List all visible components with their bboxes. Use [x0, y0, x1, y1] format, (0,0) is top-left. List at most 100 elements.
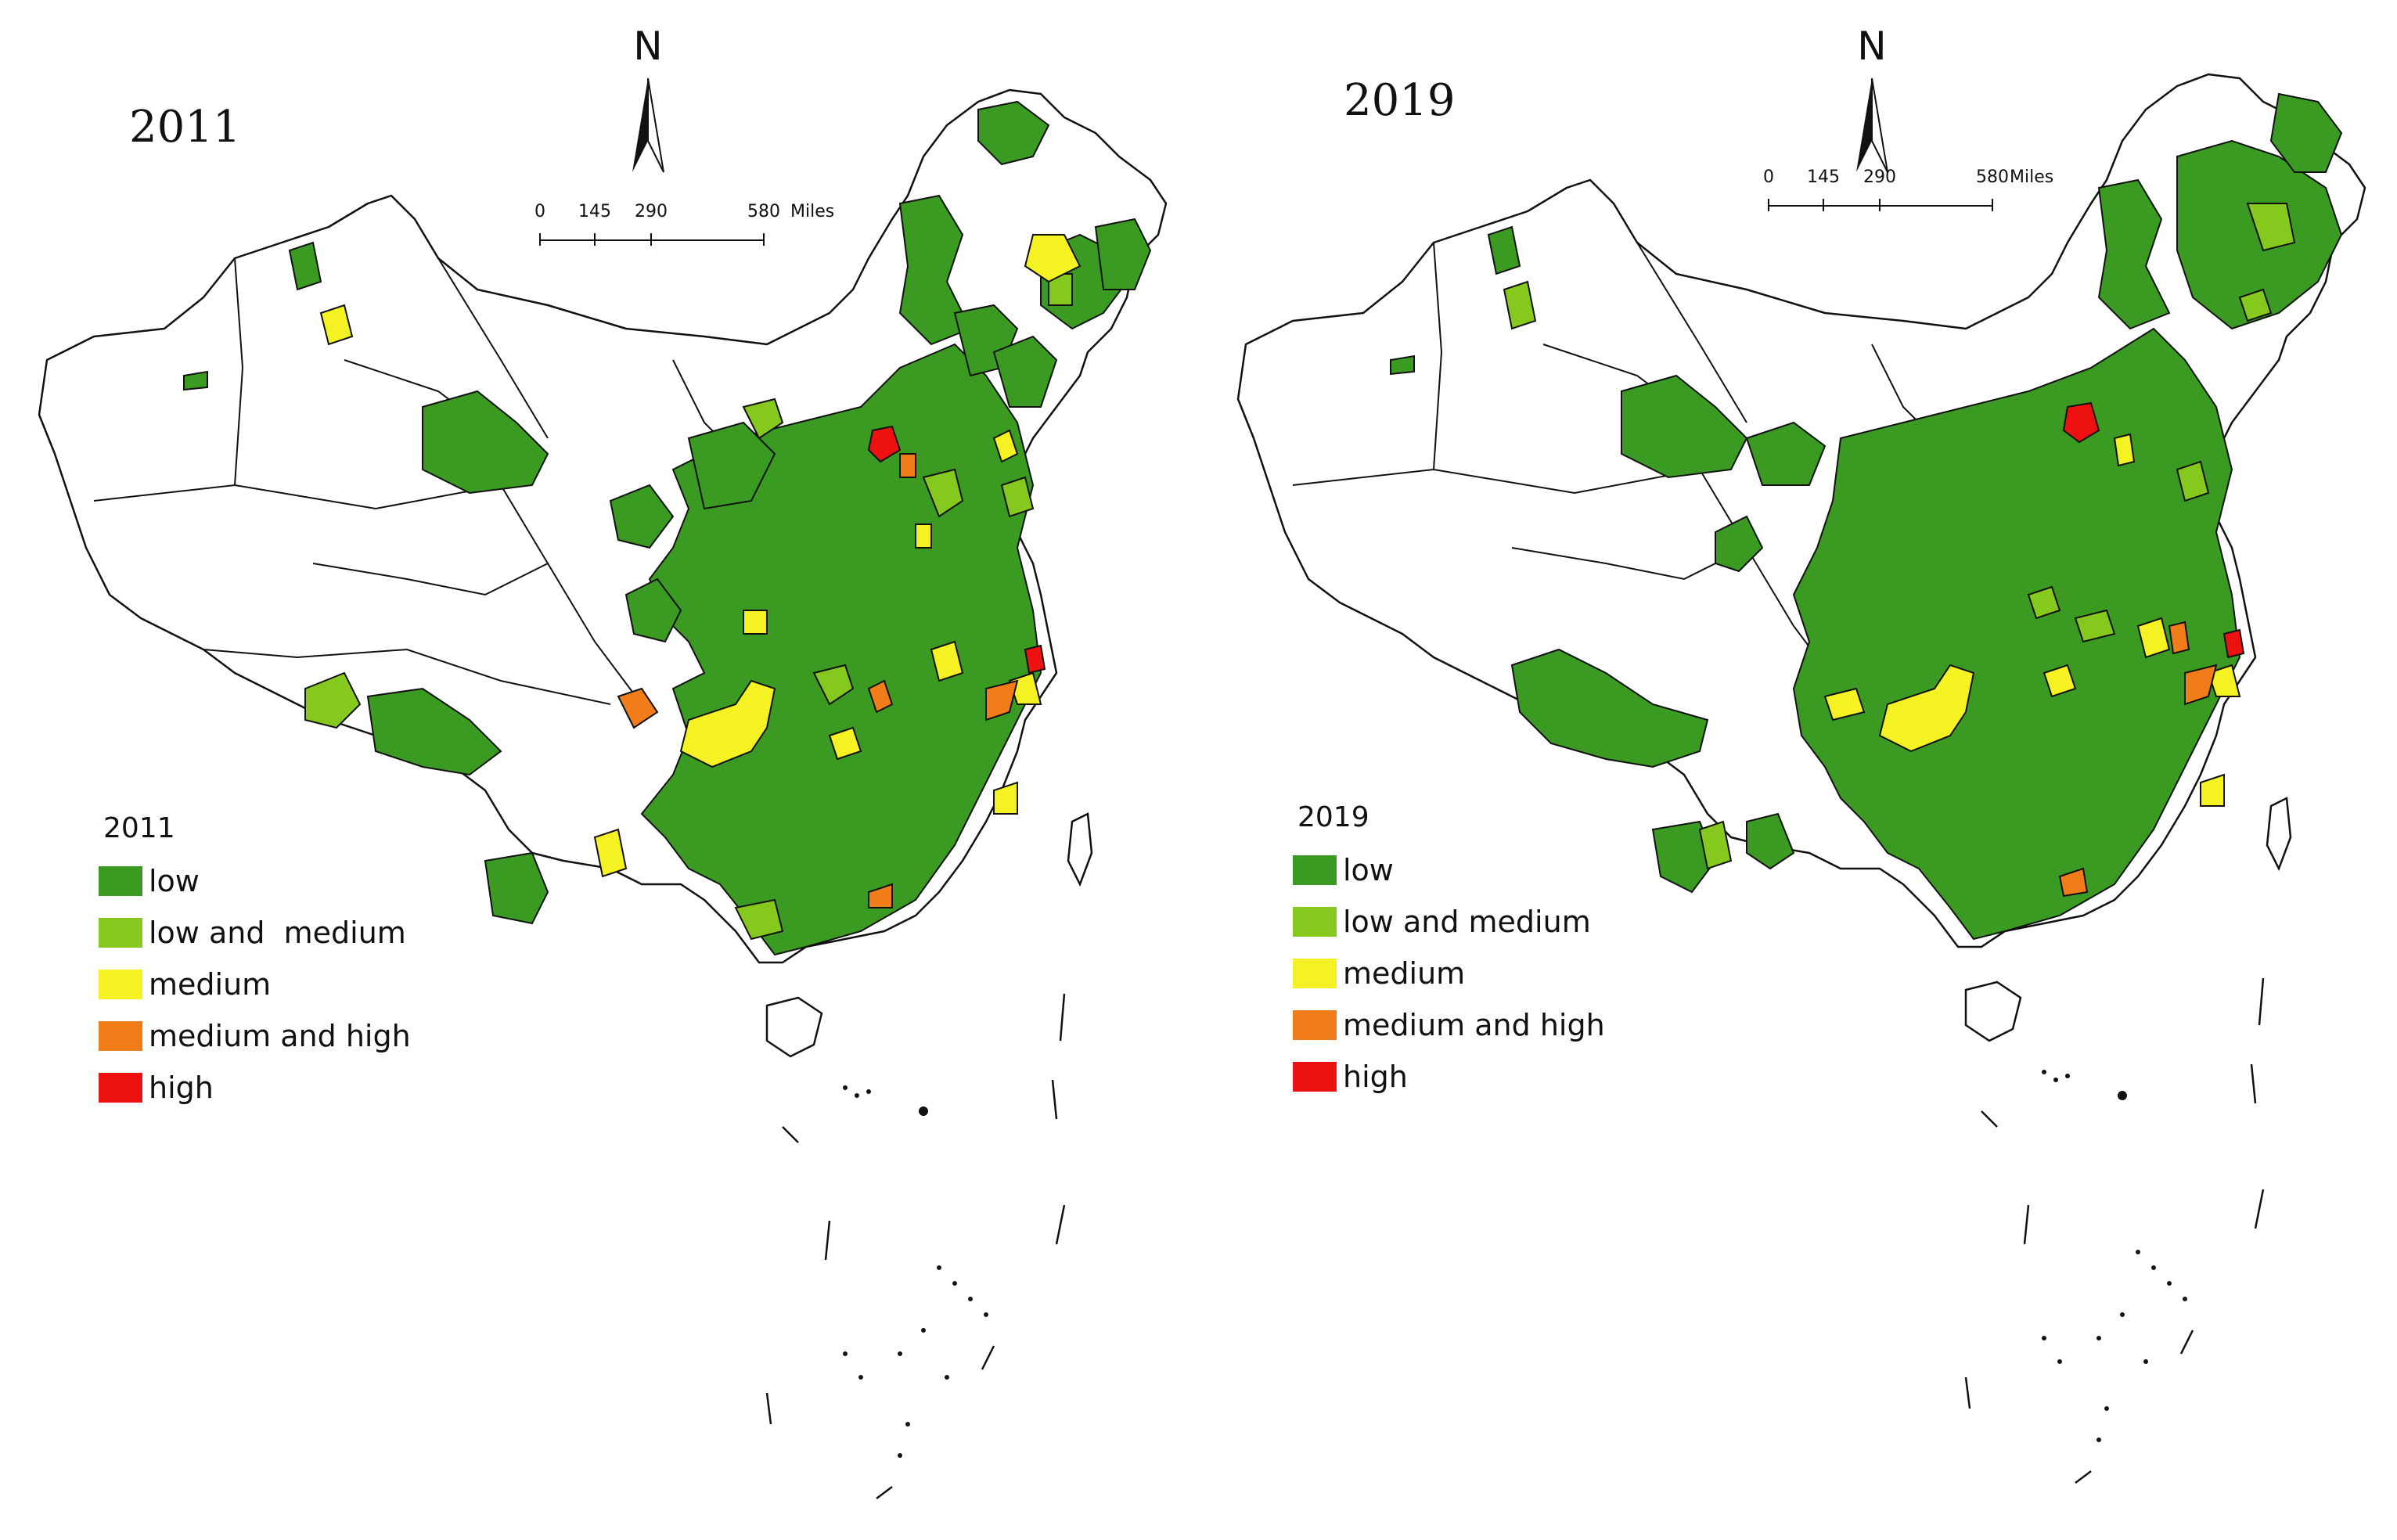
- region-low: [1510, 648, 1709, 768]
- scale-tick: 145: [1807, 167, 1840, 187]
- legend-item-medium: medium: [1293, 948, 1605, 999]
- region-medium: [1878, 664, 1975, 753]
- map-title-year: 2011: [129, 102, 241, 153]
- scale-tick: 580: [747, 202, 780, 221]
- region-low-medium: [2027, 585, 2061, 620]
- legend-item-medium-high: medium and high: [1293, 999, 1605, 1051]
- map-panel-2011: 2011 N 0 145 290 580 Miles 2011 low low …: [0, 0, 1198, 1540]
- region-low: [977, 100, 1050, 166]
- legend-label: low and medium: [149, 916, 406, 950]
- region-medium: [930, 640, 964, 682]
- region-low-medium: [304, 671, 362, 729]
- region-low: [1094, 218, 1152, 290]
- region-low: [1746, 812, 1795, 870]
- region-low-medium: [812, 664, 855, 706]
- region-medium-high: [899, 453, 916, 478]
- legend-item-high: high: [1293, 1051, 1605, 1103]
- china-map-2019: [1236, 73, 2366, 1484]
- region-low: [1487, 225, 1521, 275]
- hainan-island: [765, 996, 823, 1058]
- legend-swatch: [99, 1073, 142, 1103]
- region-low-medium: [2176, 460, 2210, 502]
- region-medium: [2207, 664, 2241, 697]
- region-medium-high: [2184, 664, 2218, 706]
- region-medium: [1024, 234, 1082, 283]
- region-medium: [2200, 773, 2225, 807]
- legend-label: high: [149, 1070, 214, 1105]
- north-arrow-icon: [632, 77, 664, 173]
- region-medium: [593, 828, 628, 878]
- region-medium: [2042, 664, 2077, 698]
- region-low: [609, 484, 675, 549]
- region-high: [1024, 644, 1046, 675]
- region-low: [288, 241, 322, 291]
- legend-title: 2011: [103, 812, 175, 844]
- region-medium: [679, 679, 776, 768]
- legend-swatch: [99, 918, 142, 948]
- legend-label: high: [1343, 1060, 1408, 1094]
- region-low: [1715, 515, 1764, 573]
- region-low-medium: [922, 468, 964, 518]
- region-low-medium: [1000, 476, 1035, 518]
- legend-swatch: [1293, 1010, 1337, 1040]
- north-label: N: [1857, 23, 1887, 69]
- north-arrow: N: [601, 23, 695, 180]
- region-low: [2097, 178, 2171, 330]
- legend-item-medium: medium: [99, 959, 411, 1010]
- legend-item-low-medium: low and medium: [99, 907, 411, 959]
- map-panel-2019: 2019 N 0 145 290 580 Miles 2019 low low …: [1199, 0, 2397, 1540]
- region-medium-high: [985, 679, 1019, 721]
- legend-swatch: [99, 866, 142, 896]
- region-low-medium: [1503, 280, 1537, 330]
- region-medium-high: [2058, 867, 2089, 898]
- region-medium-high: [2168, 621, 2190, 655]
- legend-item-low: low: [1293, 844, 1605, 896]
- region-low: [1621, 374, 1748, 479]
- scale-unit: Miles: [2010, 167, 2054, 187]
- region-medium-high: [868, 883, 893, 909]
- taiwan-outline: [2266, 797, 2292, 872]
- region-low-medium: [2238, 288, 2273, 322]
- scale-tick: 290: [635, 202, 668, 221]
- region-low-medium: [2074, 609, 2116, 643]
- taiwan-outline: [1067, 812, 1093, 887]
- region-medium: [319, 304, 354, 346]
- region-low-medium: [1698, 820, 1733, 870]
- scale-tick: 580: [1976, 167, 2009, 187]
- region-medium: [2136, 617, 2171, 659]
- region-low: [624, 578, 682, 643]
- legend-label: low and medium: [1343, 905, 1591, 939]
- legend-swatch: [99, 1021, 142, 1051]
- region-low: [1390, 354, 1415, 376]
- legend-item-medium-high: medium and high: [99, 1010, 411, 1062]
- scale-unit: Miles: [790, 202, 835, 221]
- region-medium-high: [867, 679, 894, 714]
- legend-label: medium: [149, 967, 272, 1002]
- legend-swatch: [1293, 907, 1337, 937]
- hainan-island: [1964, 980, 2022, 1042]
- region-low-medium: [734, 898, 784, 941]
- china-map-2011: [38, 88, 1168, 1499]
- region-low: [484, 851, 549, 925]
- region-medium: [828, 726, 862, 761]
- region-high: [867, 425, 902, 463]
- region-medium: [992, 429, 1019, 463]
- region-low: [1792, 327, 2241, 941]
- region-medium: [993, 781, 1018, 815]
- legend-label: low: [149, 864, 200, 898]
- map-title-year: 2019: [1344, 75, 1456, 126]
- legend-swatch: [99, 970, 142, 999]
- region-low: [687, 421, 776, 510]
- region-medium-high: [617, 687, 659, 729]
- region-low-medium: [2246, 203, 2296, 252]
- legend-item-high: high: [99, 1062, 411, 1114]
- map-legend: 2019 low low and medium medium medium an…: [1293, 801, 1605, 1103]
- north-label: N: [633, 23, 663, 69]
- region-low: [2269, 92, 2343, 173]
- north-arrow: N: [1825, 23, 1919, 180]
- scale-bar: 0 145 290 580 Miles: [1761, 167, 2053, 230]
- scale-tick: 0: [1763, 167, 1774, 187]
- region-high: [2062, 401, 2100, 444]
- legend-swatch: [1293, 1062, 1337, 1092]
- region-high: [2222, 628, 2245, 659]
